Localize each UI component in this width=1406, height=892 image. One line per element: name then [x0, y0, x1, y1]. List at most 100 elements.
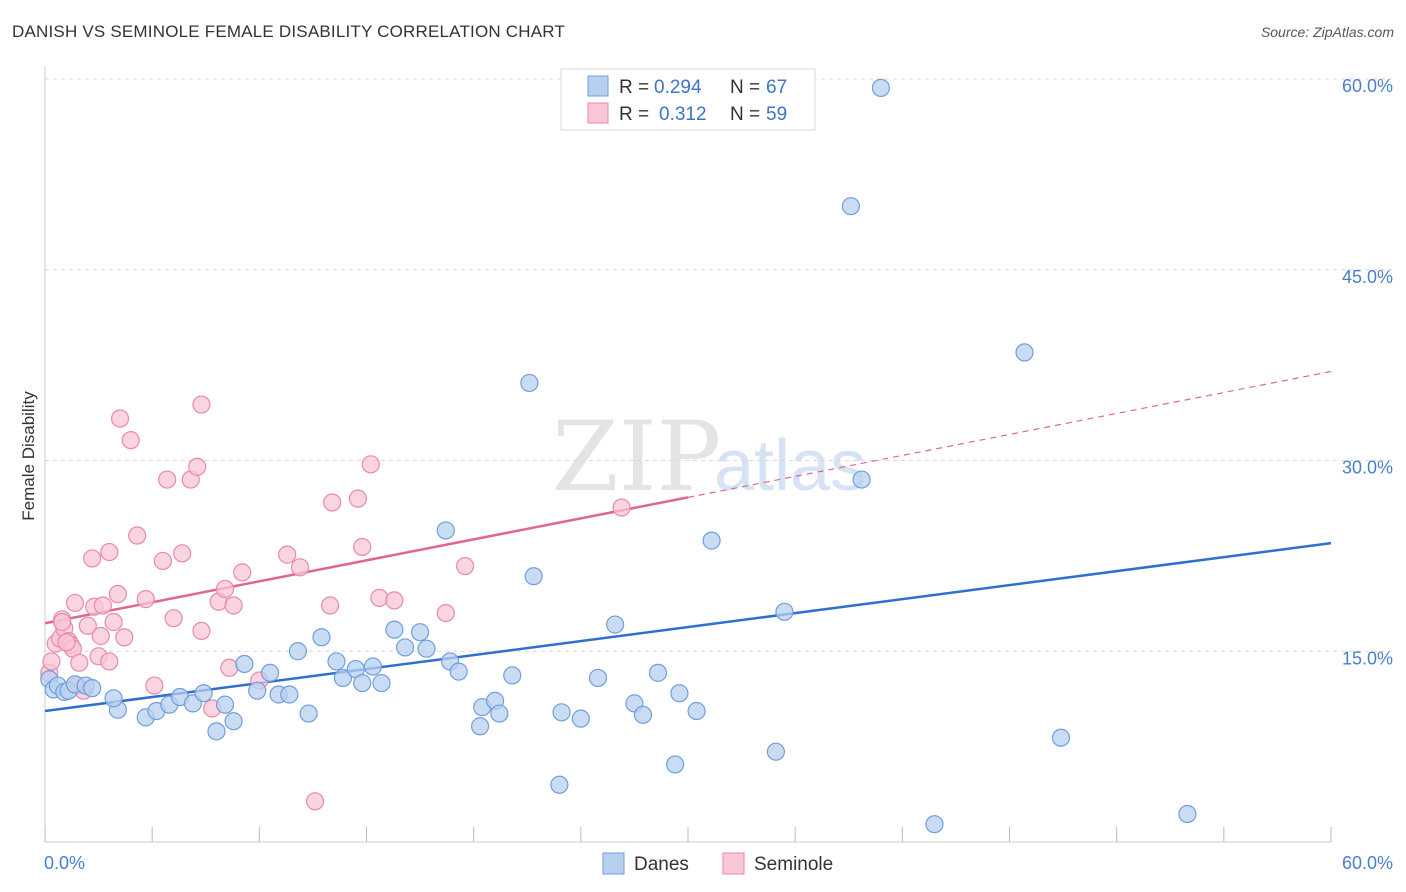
danes-point	[207, 722, 226, 741]
seminole-point	[455, 556, 475, 576]
danes-point	[520, 373, 539, 393]
seminole-point	[612, 498, 631, 517]
seminole-point	[145, 676, 164, 695]
legend-seminole-n-value: 59	[766, 104, 787, 125]
seminole-point	[136, 590, 155, 609]
danes-point	[606, 615, 625, 634]
seminole-point	[42, 652, 61, 671]
watermark-atlas: atlas	[714, 426, 866, 506]
danes-point	[410, 623, 430, 642]
seminole-point	[278, 545, 297, 564]
danes-point	[417, 639, 436, 658]
y-tick-label: 45.0%	[1342, 267, 1393, 287]
legend-danes-n-value: 67	[766, 77, 787, 98]
y-axis-label: Female Disability	[19, 391, 38, 521]
danes-point	[1051, 728, 1071, 747]
seminole-point	[53, 612, 72, 632]
seminole-point	[192, 621, 211, 641]
seminole-point	[353, 537, 372, 557]
seminole-point	[220, 658, 239, 677]
y-tick-label: 30.0%	[1342, 458, 1393, 478]
legend-danes-r-value: 0.294	[654, 77, 702, 98]
seminole-point	[115, 628, 134, 647]
danes-point	[215, 695, 235, 714]
legend-seminole-r-value: 0.312	[659, 104, 707, 125]
seminole-point	[385, 591, 404, 610]
danes-point	[327, 652, 346, 671]
danes-point	[395, 638, 415, 657]
legend-seminole-n-label: N =	[730, 104, 760, 125]
danes-point	[925, 815, 944, 834]
legend-bottom-seminole-swatch	[722, 852, 745, 875]
danes-point	[312, 628, 331, 647]
seminole-point	[348, 489, 368, 508]
seminole-point	[215, 579, 235, 599]
seminole-point	[173, 544, 192, 563]
legend-danes-swatch	[587, 75, 609, 97]
legend-bottom: Danes Seminole	[602, 852, 833, 875]
danes-point	[766, 742, 785, 761]
x-tick-max: 60.0%	[1342, 853, 1393, 873]
danes-point	[470, 717, 490, 736]
chart-title: DANISH VS SEMINOLE FEMALE DISABILITY COR…	[12, 22, 566, 41]
seminole-point	[320, 596, 340, 615]
danes-point	[333, 668, 353, 688]
danes-point	[248, 681, 267, 700]
seminole-point	[91, 626, 110, 646]
danes-point	[490, 704, 509, 723]
axis-layer	[44, 66, 1332, 843]
seminole-point	[188, 457, 207, 476]
y-tick-label: 60.0%	[1342, 76, 1393, 96]
seminole-point	[65, 593, 85, 613]
seminole-point	[436, 603, 455, 623]
danes-point	[775, 602, 794, 621]
danes-point	[670, 684, 689, 703]
danes-point	[552, 703, 571, 722]
legend-seminole-r-label: R =	[619, 104, 649, 125]
danes-point	[841, 197, 860, 216]
legend-bottom-danes-swatch	[602, 852, 625, 875]
danes-point	[1015, 343, 1034, 362]
danes-point	[633, 705, 653, 724]
danes-point	[1178, 804, 1197, 824]
source-credit: Source: ZipAtlas.com	[1260, 24, 1394, 40]
danes-point	[194, 684, 213, 703]
seminole-point	[290, 558, 310, 577]
seminole-point	[110, 409, 130, 428]
seminole-point	[78, 616, 97, 635]
danes-point	[648, 663, 668, 682]
grid-layer: 15.0% 30.0% 45.0% 60.0%	[45, 76, 1393, 668]
danes-point	[449, 662, 468, 681]
danes-point	[83, 679, 102, 698]
seminole-point	[104, 612, 123, 632]
danes-point	[503, 666, 522, 685]
seminole-point	[192, 395, 211, 414]
legend-danes-r-label: R =	[619, 77, 649, 98]
seminole-point	[323, 493, 342, 512]
danes-point	[852, 470, 871, 489]
danes-point	[702, 531, 721, 550]
danes-point	[260, 663, 280, 682]
seminole-point	[153, 551, 172, 571]
danes-point	[436, 521, 455, 540]
legend-seminole-swatch	[587, 102, 609, 124]
danes-point	[588, 668, 608, 688]
danes-point	[280, 685, 299, 704]
seminole-point	[100, 652, 119, 671]
danes-point	[353, 673, 372, 693]
x-tick-min: 0.0%	[44, 853, 85, 873]
danes-point	[871, 78, 891, 98]
danes-point	[104, 689, 123, 708]
points-layer	[40, 78, 1197, 834]
seminole-point	[108, 584, 127, 604]
seminole-point	[233, 563, 252, 582]
danes-point	[524, 567, 543, 586]
danes-point	[363, 657, 383, 676]
seminole-point	[370, 588, 389, 607]
danes-point	[666, 755, 685, 774]
seminole-point	[128, 526, 147, 545]
legend-bottom-danes-label: Danes	[634, 854, 689, 875]
seminole-point	[361, 455, 380, 474]
seminole-point	[158, 470, 177, 489]
